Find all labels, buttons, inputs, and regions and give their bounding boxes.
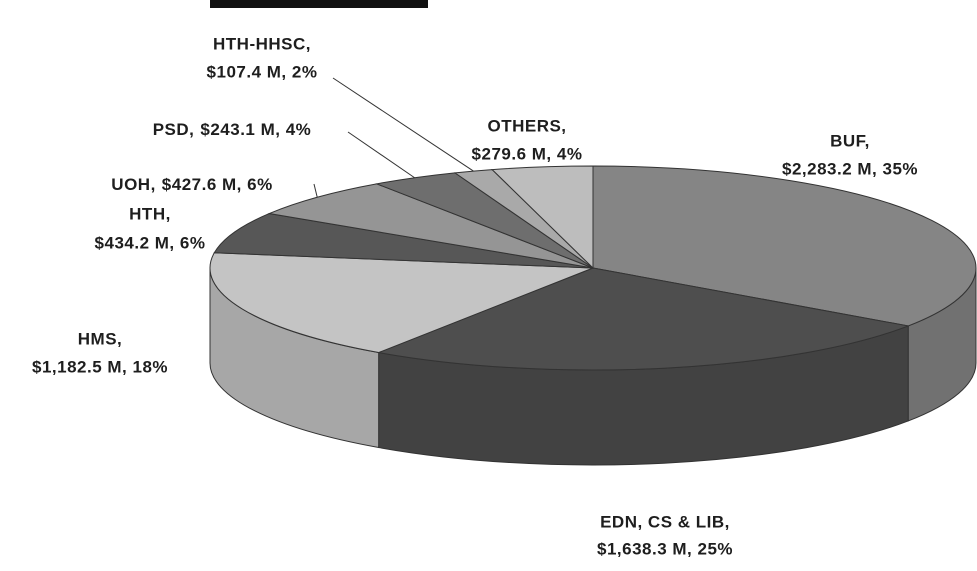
slice-value-label: $279.6 M, 4% (472, 144, 583, 163)
slice-label: UOH, $427.6 M, 6% (111, 175, 272, 194)
slice-category-label: EDN, CS & LIB, (600, 512, 730, 531)
slice-value-label: $107.4 M, 2% (207, 62, 318, 81)
slice-value-label: $2,283.2 M, 35% (782, 159, 918, 178)
slice-category-label: HTH, (129, 204, 171, 223)
slice (592, 165, 977, 327)
slice-category-label: BUF, (830, 131, 870, 150)
slice-value-label: $1,638.3 M, 25% (597, 539, 733, 558)
slice-value-label: $1,182.5 M, 18% (32, 357, 168, 376)
redacted-title-bar (210, 0, 428, 8)
slice-category-label: PSD, (153, 120, 195, 139)
slice-category-label: UOH, (111, 175, 156, 194)
slice-category-label: HTH-HHSC, (213, 34, 311, 53)
slice (491, 165, 594, 270)
slice (213, 213, 594, 269)
slice-label: PSD, $243.1 M, 4% (153, 120, 312, 139)
leader-line (332, 77, 474, 172)
slice (376, 267, 911, 371)
slice (267, 183, 594, 269)
slice-value-label: $434.2 M, 6% (95, 233, 206, 252)
slice-value-label: $427.6 M, 6% (162, 175, 273, 194)
slice-category-label: HMS, (78, 329, 123, 348)
slice-value-label: $243.1 M, 4% (200, 120, 311, 139)
slice (209, 252, 594, 354)
slice-category-label: OTHERS, (487, 116, 566, 135)
leader-line (313, 183, 318, 198)
leader-line (347, 131, 415, 179)
